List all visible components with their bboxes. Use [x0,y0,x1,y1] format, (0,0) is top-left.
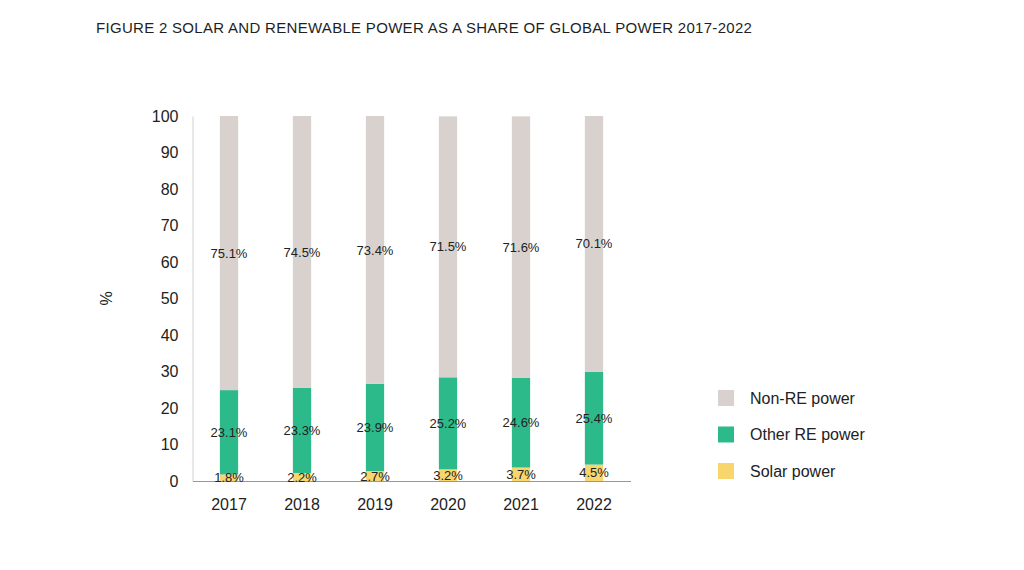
x-tick: 2019 [357,496,393,513]
data-label: 25.2% [430,416,467,431]
title: FIGURE 2 SOLAR AND RENEWABLE POWER AS A … [96,19,752,36]
data-label: 23.9% [357,420,394,435]
y-tick-label: 60 [161,254,179,271]
legend-item: Other RE power [718,426,865,443]
y-axis-line [193,117,194,482]
data-label: 23.3% [284,423,321,438]
data-label: 70.1% [576,236,613,251]
x-tick-label: 2017 [211,496,247,513]
data-label: 73.4% [357,243,394,258]
y-tick: 50 [161,290,193,307]
y-tick-label: 70 [161,217,179,234]
data-label: 2.2% [287,470,317,485]
data-label: 4.5% [579,465,609,480]
legend-item: Non-RE power [718,390,856,407]
data-label: 2.7% [360,469,390,484]
legend: Non-RE power Other RE power Solar power [718,390,865,480]
y-tick: 30 [161,363,193,380]
y-tick: 40 [161,327,193,344]
y-tick-label: 10 [161,436,179,453]
data-label: 74.5% [284,245,321,260]
data-label: 71.5% [430,239,467,254]
y-tick-label: 40 [161,327,179,344]
y-tick-label: 0 [170,473,179,490]
y-tick: 0 [170,473,193,490]
x-tick: 2018 [284,496,320,513]
x-tick: 2017 [211,496,247,513]
data-label: 3.7% [506,467,536,482]
chart: FIGURE 2 SOLAR AND RENEWABLE POWER AS A … [0,0,1024,570]
x-axis: 2017 2018 2019 2020 2021 2022 [193,482,631,514]
y-tick: 90 [161,144,193,161]
y-tick-label: 50 [161,290,179,307]
data-label: 23.1% [211,425,248,440]
x-tick-label: 2021 [503,496,539,513]
y-tick-label: 30 [161,363,179,380]
x-tick-label: 2020 [430,496,466,513]
y-tick-label: 20 [161,400,179,417]
x-tick-label: 2022 [576,496,612,513]
y-tick-label: 100 [152,108,179,125]
y-tick-label: 90 [161,144,179,161]
legend-item: Solar power [718,463,836,480]
x-tick-label: 2018 [284,496,320,513]
data-labels: 1.8% 2.2% 2.7% 3.2% 3.7% 4.5% 23.1% 23.3% 23.9% 2… [211,236,613,485]
y-tick: 10 [161,436,193,453]
data-label: 24.6% [503,415,540,430]
y-tick: 20 [161,400,193,417]
x-tick: 2022 [576,496,612,513]
y-tick-label: 80 [161,181,179,198]
x-tick: 2020 [430,496,466,513]
legend-swatch [718,390,734,406]
x-tick: 2021 [503,496,539,513]
data-label: 1.8% [214,470,244,485]
y-axis-title: % [98,291,115,305]
data-label: 71.6% [503,240,540,255]
data-label: 3.2% [433,468,463,483]
x-tick-label: 2019 [357,496,393,513]
legend-label: Other RE power [750,426,865,443]
x-axis-line [193,481,631,482]
y-axis: 0 10 20 30 40 50 60 70 80 90 100 [152,108,193,490]
legend-swatch [718,427,734,443]
y-tick: 100 [152,108,193,125]
legend-swatch [718,463,734,479]
legend-label: Solar power [750,463,836,480]
legend-label: Non-RE power [750,390,856,407]
y-tick: 70 [161,217,193,234]
y-tick: 60 [161,254,193,271]
data-label: 25.4% [576,411,613,426]
bars [220,116,603,481]
y-tick: 80 [161,181,193,198]
data-label: 75.1% [211,246,248,261]
